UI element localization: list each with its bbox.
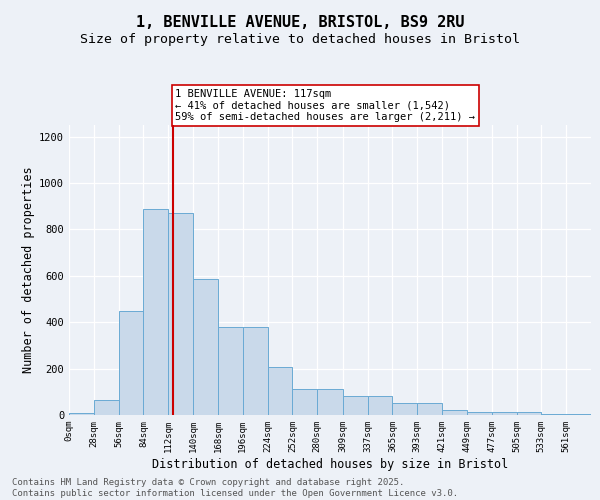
Bar bbox=[243, 327, 268, 415]
Bar bbox=[417, 404, 442, 415]
Bar bbox=[442, 410, 467, 415]
Bar bbox=[392, 404, 417, 415]
Bar bbox=[119, 310, 143, 415]
Bar bbox=[94, 400, 119, 415]
Bar bbox=[143, 208, 168, 415]
Bar bbox=[168, 213, 193, 415]
Bar bbox=[368, 396, 392, 415]
Bar bbox=[517, 412, 541, 415]
Y-axis label: Number of detached properties: Number of detached properties bbox=[22, 166, 35, 374]
Bar bbox=[566, 414, 591, 415]
Bar bbox=[218, 327, 243, 415]
Text: 1, BENVILLE AVENUE, BRISTOL, BS9 2RU: 1, BENVILLE AVENUE, BRISTOL, BS9 2RU bbox=[136, 15, 464, 30]
Bar bbox=[492, 412, 517, 415]
X-axis label: Distribution of detached houses by size in Bristol: Distribution of detached houses by size … bbox=[152, 458, 508, 470]
Bar bbox=[193, 280, 218, 415]
Bar bbox=[343, 396, 368, 415]
Text: Contains HM Land Registry data © Crown copyright and database right 2025.
Contai: Contains HM Land Registry data © Crown c… bbox=[12, 478, 458, 498]
Bar bbox=[268, 368, 292, 415]
Text: 1 BENVILLE AVENUE: 117sqm
← 41% of detached houses are smaller (1,542)
59% of se: 1 BENVILLE AVENUE: 117sqm ← 41% of detac… bbox=[175, 89, 475, 122]
Bar bbox=[541, 414, 566, 415]
Bar bbox=[467, 412, 492, 415]
Bar bbox=[69, 413, 94, 415]
Bar bbox=[317, 390, 343, 415]
Text: Size of property relative to detached houses in Bristol: Size of property relative to detached ho… bbox=[80, 32, 520, 46]
Bar bbox=[292, 390, 317, 415]
